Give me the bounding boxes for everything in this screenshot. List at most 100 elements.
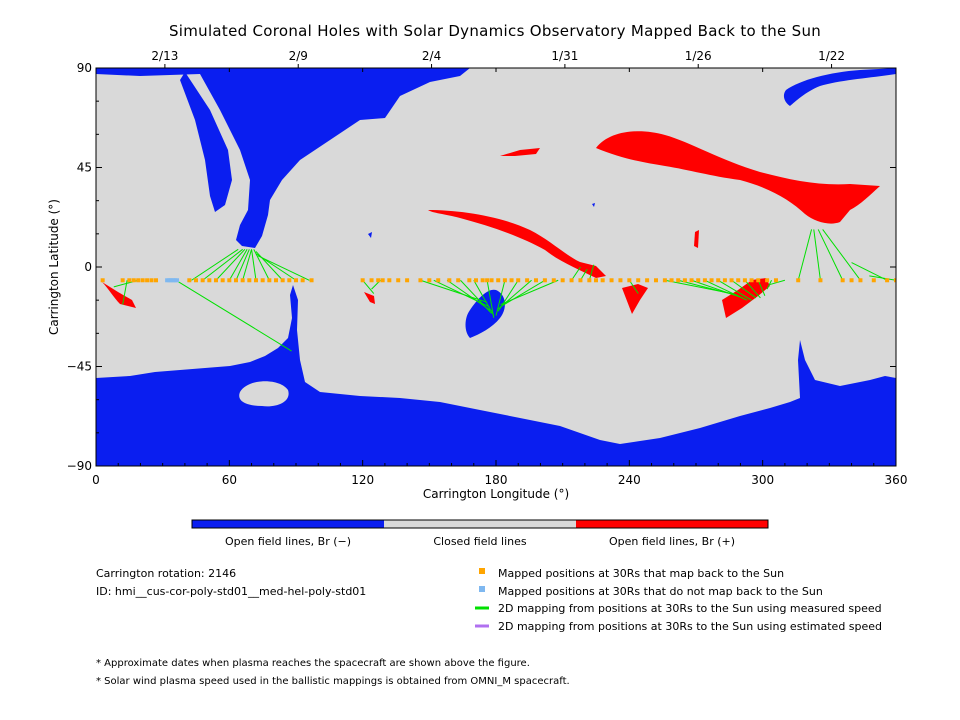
legend-label-not-mapped: Mapped positions at 30Rs that do not map… [498, 585, 823, 598]
mapped-position [502, 278, 507, 283]
mapping-line [251, 249, 257, 281]
mapped-position [894, 278, 896, 283]
x-tick-label: 0 [92, 473, 100, 487]
mapping-line [420, 279, 488, 303]
mapped-position [600, 278, 605, 283]
legend-label-estimated: 2D mapping from positions at 30Rs to the… [498, 620, 882, 633]
y-tick-label: −90 [67, 459, 92, 473]
mapping-line [571, 266, 581, 281]
mapped-position [480, 278, 485, 283]
y-axis: 90 45 0 −45 −90 [67, 61, 896, 473]
x-tick-label: 240 [618, 473, 641, 487]
mapped-position [456, 278, 461, 283]
south-polar-hole [96, 285, 896, 466]
colorbar-closed [384, 520, 576, 528]
x-tick-label: 180 [485, 473, 508, 487]
mapped-position [696, 278, 701, 283]
mapped-position [627, 278, 632, 283]
date-tick-label: 1/26 [685, 49, 712, 63]
mapping-line [362, 279, 375, 294]
mapped-position [376, 278, 381, 283]
colorbar-frame [191, 519, 769, 529]
top-date-axis: 2/13 2/9 2/4 1/31 1/26 1/22 [151, 49, 845, 68]
mapping-line [813, 229, 821, 281]
mapped-position [405, 278, 410, 283]
mapped-position [234, 278, 238, 283]
mapping-line [744, 279, 761, 299]
mapped-position [729, 278, 734, 283]
mapped-position [689, 278, 694, 283]
north-polar-hole-west [96, 68, 470, 248]
colorbar: Open field lines, Br (−) Closed field li… [191, 519, 769, 548]
mapping-line [757, 280, 766, 296]
mapping-line [228, 249, 248, 281]
mapped-position [716, 278, 721, 283]
mapped-position [742, 278, 747, 283]
mapped-position [274, 278, 278, 283]
mapped-position [300, 278, 305, 283]
mapped-position [525, 278, 530, 283]
north-positive-hole [596, 131, 880, 224]
mapped-position [587, 278, 592, 283]
mapped-position [840, 278, 845, 283]
mapped-position [267, 278, 272, 283]
mapped-position [187, 278, 192, 283]
mapping-line [588, 264, 595, 281]
mapped-position [369, 278, 374, 283]
mapped-position [127, 278, 132, 283]
mapping-line [242, 249, 253, 281]
mapped-position [560, 278, 565, 283]
mapped-position [749, 278, 754, 283]
mapped-position [427, 278, 432, 283]
mapping-line [497, 279, 532, 310]
mapped-position [765, 278, 770, 283]
positive-coronal-holes [102, 131, 880, 318]
colorbar-label-positive: Open field lines, Br (+) [609, 535, 735, 548]
equatorial-hole-lobe [465, 289, 505, 338]
mapping-line [122, 280, 128, 305]
chart-title: Simulated Coronal Holes with Solar Dynam… [169, 22, 821, 40]
mapped-points [100, 278, 896, 283]
mapped-position [609, 278, 614, 283]
mapped-position [149, 278, 154, 283]
date-tick-label: 1/31 [551, 49, 578, 63]
mapping-line [433, 279, 490, 308]
mapped-position [254, 278, 258, 283]
y-axis-label: Carrington Latitude (°) [47, 199, 61, 335]
mapped-position [594, 278, 598, 283]
mapped-position [260, 278, 265, 283]
mapped-position [676, 278, 681, 283]
mapped-position [467, 278, 472, 283]
mapping-line [191, 248, 239, 281]
mapped-position [736, 278, 741, 283]
mapped-position [240, 278, 245, 283]
legend-label-mapped: Mapped positions at 30Rs that map back t… [498, 567, 784, 580]
mapping-line [235, 249, 250, 281]
mapped-position [287, 278, 292, 283]
mapped-position [569, 278, 574, 283]
mapped-position [542, 278, 547, 283]
small-positive-1 [364, 292, 375, 304]
colorbar-label-negative: Open field lines, Br (−) [225, 535, 351, 548]
mapping-line [817, 229, 844, 281]
mapping-line [769, 279, 786, 286]
north-hole-finger [180, 72, 232, 212]
mapped-position [885, 278, 890, 283]
mapping-line [731, 279, 757, 299]
y-tick-label: 45 [77, 161, 92, 175]
x-axis-label: Carrington Longitude (°) [423, 487, 569, 501]
mapped-position [669, 278, 674, 283]
mapping-line [473, 280, 495, 316]
footnote-speed: * Solar wind plasma speed used in the ba… [96, 676, 570, 687]
mapped-position [654, 278, 658, 283]
mapped-position [818, 278, 823, 283]
mapped-position [387, 278, 392, 283]
mapped-position [496, 278, 501, 283]
mapped-position [578, 278, 583, 283]
mapping-line [704, 279, 748, 301]
mapped-position [280, 278, 285, 283]
mapping-line [175, 279, 292, 352]
mapped-position [702, 278, 707, 283]
date-tick-label: 2/9 [289, 49, 308, 63]
